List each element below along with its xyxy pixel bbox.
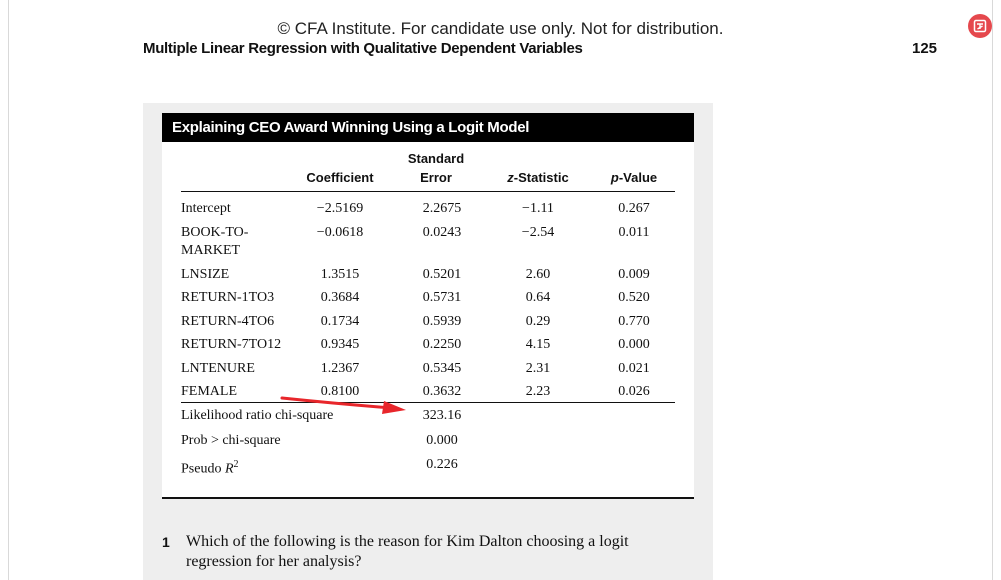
std-error-cell: 2.2675 bbox=[422, 201, 462, 216]
p-value-cell: 0.770 bbox=[618, 314, 650, 329]
coefficient-cell: 1.3515 bbox=[320, 267, 360, 282]
exhibit-title: Explaining CEO Award Winning Using a Log… bbox=[162, 113, 694, 142]
coefficient-cell: 1.2367 bbox=[320, 361, 360, 376]
row-label: RETURN-1TO3 bbox=[181, 290, 275, 305]
stat-label-likelihood-ratio: Likelihood ratio chi-square bbox=[181, 408, 334, 423]
row-label-line1: BOOK-TO- bbox=[181, 225, 249, 240]
row-label: LNSIZE bbox=[181, 267, 230, 282]
p-value-cell: 0.009 bbox=[618, 267, 650, 282]
p-value-cell: 0.021 bbox=[618, 361, 650, 376]
header-rule bbox=[181, 191, 675, 192]
z-stat-cell: −1.11 bbox=[522, 201, 554, 216]
header-std-error-line1: Standard bbox=[407, 151, 465, 166]
translate-glyph-icon bbox=[973, 19, 987, 33]
z-stat-cell: 0.64 bbox=[525, 290, 551, 305]
p-value-cell: 0.267 bbox=[618, 201, 650, 216]
p-value-cell: 0.000 bbox=[618, 337, 650, 352]
regression-exhibit: Explaining CEO Award Winning Using a Log… bbox=[162, 113, 694, 499]
row-label: FEMALE bbox=[181, 384, 237, 399]
std-error-cell: 0.3632 bbox=[422, 384, 462, 399]
running-head: Multiple Linear Regression with Qualitat… bbox=[143, 40, 583, 57]
row-label: LNTENURE bbox=[181, 361, 255, 376]
z-stat-cell: 0.29 bbox=[525, 314, 551, 329]
p-value-cell: 0.520 bbox=[618, 290, 650, 305]
translate-badge-icon[interactable] bbox=[968, 14, 992, 38]
page-edge-left bbox=[8, 0, 9, 580]
row-label-line2: MARKET bbox=[181, 243, 241, 258]
row-label: RETURN-7TO12 bbox=[181, 337, 282, 352]
stat-value-prob-chi-square: 0.000 bbox=[426, 433, 458, 448]
coefficient-cell: 0.9345 bbox=[320, 337, 360, 352]
header-coefficient: Coefficient bbox=[306, 170, 374, 185]
coefficient-cell: −2.5169 bbox=[316, 201, 364, 216]
question-number: 1 bbox=[162, 534, 170, 550]
coefficient-cell: 0.1734 bbox=[320, 314, 360, 329]
p-value-cell: 0.026 bbox=[618, 384, 650, 399]
header-p-value: p-Value bbox=[610, 170, 658, 185]
row-label: Intercept bbox=[181, 201, 231, 216]
z-stat-cell: 2.31 bbox=[525, 361, 551, 376]
row-label: RETURN-4TO6 bbox=[181, 314, 275, 329]
header-std-error-line2: Error bbox=[420, 170, 452, 185]
coefficient-cell: 0.8100 bbox=[320, 384, 360, 399]
stat-label-pseudo-r2: Pseudo R2 bbox=[181, 459, 239, 477]
stat-value-pseudo-r2: 0.226 bbox=[426, 457, 458, 472]
header-z-statistic: z-Statistic bbox=[507, 170, 569, 185]
copyright-notice: © CFA Institute. For candidate use only.… bbox=[277, 19, 724, 38]
body-rule bbox=[181, 402, 675, 403]
z-stat-cell: 4.15 bbox=[525, 337, 551, 352]
coefficient-cell: −0.0618 bbox=[316, 225, 364, 240]
std-error-cell: 0.5201 bbox=[422, 267, 462, 282]
z-stat-cell: 2.60 bbox=[525, 267, 551, 282]
stat-value-likelihood-ratio: 323.16 bbox=[422, 408, 462, 423]
std-error-cell: 0.5939 bbox=[422, 314, 462, 329]
std-error-cell: 0.5731 bbox=[422, 290, 462, 305]
std-error-cell: 0.2250 bbox=[422, 337, 462, 352]
page-number: 125 bbox=[912, 40, 938, 57]
question-text: Which of the following is the reason for… bbox=[186, 533, 629, 570]
coefficient-cell: 0.3684 bbox=[320, 290, 360, 305]
z-stat-cell: 2.23 bbox=[525, 384, 551, 399]
std-error-cell: 0.0243 bbox=[422, 225, 462, 240]
std-error-cell: 0.5345 bbox=[422, 361, 462, 376]
red-arrow-icon bbox=[280, 396, 406, 414]
page-edge-right bbox=[992, 0, 993, 580]
z-stat-cell: −2.54 bbox=[521, 225, 555, 240]
stat-label-prob-chi-square: Prob > chi-square bbox=[181, 433, 281, 448]
p-value-cell: 0.011 bbox=[618, 225, 650, 240]
